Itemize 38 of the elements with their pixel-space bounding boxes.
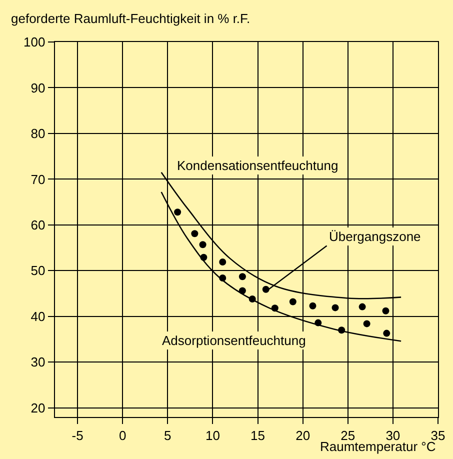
point <box>238 287 246 294</box>
point <box>358 303 366 310</box>
point <box>191 230 198 238</box>
y-tick-label: 40 <box>30 308 46 324</box>
y-tick-label: 90 <box>30 80 46 96</box>
y-tick-label: 100 <box>24 34 46 50</box>
y-tick-label: 30 <box>30 354 46 370</box>
point <box>238 273 246 280</box>
x-tick-label: -5 <box>72 428 84 443</box>
y-tick-label: 50 <box>30 263 46 278</box>
point <box>174 208 182 216</box>
y-tick-label: 80 <box>30 126 46 142</box>
x-tick-label: 15 <box>250 428 265 443</box>
y-tick-label: 20 <box>30 400 46 416</box>
y-tick-label: 70 <box>30 172 46 187</box>
point <box>271 304 278 312</box>
point <box>382 307 390 314</box>
point <box>309 302 316 310</box>
annotation: Übergangszone <box>329 229 421 244</box>
point <box>383 330 390 337</box>
x-tick-label: 0 <box>118 428 126 443</box>
point <box>332 304 339 312</box>
y-tick-label: 60 <box>30 217 46 232</box>
annotation: Kondensationsentfeuchtung <box>177 158 338 173</box>
x-tick-label: 5 <box>164 428 172 443</box>
point <box>248 296 256 303</box>
point <box>219 258 226 266</box>
point <box>363 320 370 328</box>
point <box>338 326 346 334</box>
x-tick-label: 20 <box>296 428 310 443</box>
y-axis-title: geforderte Raumluft-Feuchtigkeit in % r.F. <box>11 11 250 26</box>
point <box>219 274 226 282</box>
point <box>199 241 206 248</box>
point <box>200 254 208 261</box>
point <box>289 298 296 306</box>
annotation: Adsorptionsentfeuchtung <box>162 333 306 348</box>
x-tick-label: 10 <box>205 428 220 443</box>
point <box>314 319 322 326</box>
